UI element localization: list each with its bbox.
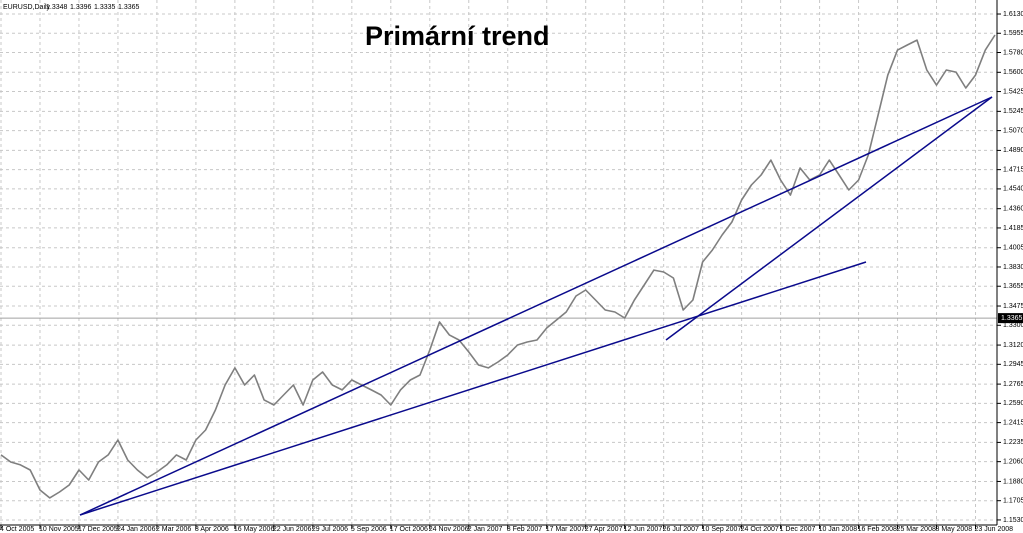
x-tick-label: 10 Jan 2008 <box>819 526 858 533</box>
x-tick-label: 16 Feb 2008 <box>858 526 897 533</box>
x-tick-label: 23 Jun 2008 <box>975 526 1014 533</box>
x-tick-label: 12 Jun 2007 <box>624 526 663 533</box>
y-tick-label: 1.2235 <box>1003 439 1023 446</box>
x-tick-label: 29 Jul 2006 <box>312 526 348 533</box>
x-tick-label: 27 Apr 2007 <box>585 526 623 533</box>
y-tick-label: 1.2765 <box>1003 381 1023 388</box>
current-price-label: 1.3365 <box>1001 315 1023 322</box>
y-tick-label: 1.3120 <box>1003 342 1023 349</box>
grid <box>0 0 997 525</box>
x-tick-label: 16 May 2006 <box>234 526 275 533</box>
trend-line <box>79 261 867 516</box>
x-tick-label: 4 Oct 2005 <box>0 526 34 533</box>
y-tick-label: 1.2415 <box>1003 419 1023 426</box>
y-tick-label: 1.4715 <box>1003 166 1023 173</box>
x-tick-label: 10 Nov 2005 <box>39 526 79 533</box>
trend-line <box>79 96 993 516</box>
ohlc-value: 1.3335 <box>94 4 116 11</box>
ohlc: 1.3348 1.3396 1.3335 1.3365 <box>46 4 140 11</box>
trend-line <box>665 96 993 341</box>
y-tick-label: 1.4360 <box>1003 206 1023 213</box>
y-tick-label: 1.5245 <box>1003 108 1023 115</box>
y-tick-label: 1.2060 <box>1003 458 1023 465</box>
y-tick-label: 1.5955 <box>1003 30 1023 37</box>
x-tick-label: 17 Dec 2005 <box>78 526 118 533</box>
x-tick-label: 8 Feb 2007 <box>507 526 543 533</box>
x-tick-label: 10 Sep 2007 <box>702 526 742 533</box>
y-tick-label: 1.5600 <box>1003 69 1023 76</box>
y-tick-label: 1.4005 <box>1003 245 1023 252</box>
x-tick-label: 24 Nov 2006 <box>429 526 469 533</box>
x-tick-label: 5 Sep 2006 <box>351 526 387 533</box>
plot <box>0 34 996 499</box>
x-tick-label: 8 May 2008 <box>936 526 973 533</box>
x-tick-label: 2 Jan 2007 <box>468 526 503 533</box>
y-tick-label: 1.1530 <box>1003 517 1023 524</box>
x-tick-label: 22 Jun 2006 <box>273 526 312 533</box>
price-line <box>0 34 996 499</box>
chart-title: Primární trend <box>365 21 550 51</box>
x-tick-label: 25 Mar 2008 <box>897 526 936 533</box>
y-tick-label: 1.4185 <box>1003 225 1023 232</box>
symbol: EURUSD,Daily <box>3 4 51 11</box>
y-tick-label: 1.1705 <box>1003 498 1023 505</box>
ohlc-value: 1.3396 <box>70 4 92 11</box>
x-tick-label: 26 Jul 2007 <box>663 526 699 533</box>
y-tick-label: 1.3830 <box>1003 264 1023 271</box>
y-tick-label: 1.3655 <box>1003 283 1023 290</box>
y-tick-label: 1.2945 <box>1003 361 1023 368</box>
ohlc-value: 1.3365 <box>118 4 140 11</box>
x-tick-label: 1 Dec 2007 <box>780 526 816 533</box>
y-tick-label: 1.3300 <box>1003 322 1023 329</box>
y-tick-label: 1.4540 <box>1003 186 1023 193</box>
x-tick-label: 24 Jan 2006 <box>117 526 156 533</box>
x-tick-label: 24 Oct 2007 <box>741 526 779 533</box>
x-tick-label: 8 Apr 2006 <box>195 526 229 533</box>
y-tick-label: 1.2590 <box>1003 400 1023 407</box>
y-tick-label: 1.1880 <box>1003 478 1023 485</box>
y-tick-label: 1.3475 <box>1003 303 1023 310</box>
y-tick-label: 1.5780 <box>1003 49 1023 56</box>
y-tick-label: 1.5425 <box>1003 88 1023 95</box>
y-tick-label: 1.5070 <box>1003 127 1023 134</box>
ohlc-value: 1.3348 <box>46 4 68 11</box>
x-tick-label: 17 Mar 2007 <box>546 526 585 533</box>
x-tick-label: 2 Mar 2006 <box>156 526 192 533</box>
trend-lines <box>79 96 993 516</box>
x-tick-label: 17 Oct 2006 <box>390 526 428 533</box>
y-tick-label: 1.4890 <box>1003 147 1023 154</box>
y-tick-label: 1.6130 <box>1003 11 1023 18</box>
current-price-box <box>998 313 1023 324</box>
